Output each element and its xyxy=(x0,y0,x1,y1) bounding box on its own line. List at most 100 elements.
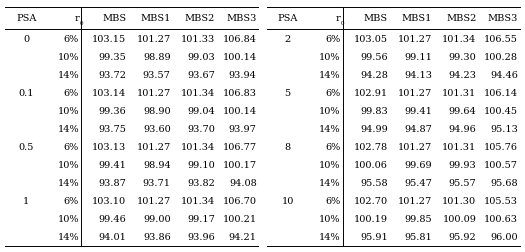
Text: 99.83: 99.83 xyxy=(360,107,388,116)
Text: 6%: 6% xyxy=(64,89,79,98)
Text: 99.69: 99.69 xyxy=(405,161,432,170)
Text: 10%: 10% xyxy=(319,214,341,223)
Text: 14%: 14% xyxy=(319,232,341,241)
Text: 106.70: 106.70 xyxy=(223,197,257,205)
Text: 101.30: 101.30 xyxy=(442,197,476,205)
Text: 93.82: 93.82 xyxy=(187,179,215,187)
Text: 100.19: 100.19 xyxy=(354,214,388,223)
Text: 106.83: 106.83 xyxy=(223,89,257,98)
Text: 106.77: 106.77 xyxy=(223,143,257,152)
Text: 95.57: 95.57 xyxy=(449,179,476,187)
Text: 101.27: 101.27 xyxy=(136,143,171,152)
Text: 93.86: 93.86 xyxy=(143,232,171,241)
Text: 99.56: 99.56 xyxy=(360,53,388,62)
Text: 99.03: 99.03 xyxy=(187,53,215,62)
Text: 100.45: 100.45 xyxy=(484,107,518,116)
Text: 95.13: 95.13 xyxy=(490,125,518,134)
Text: 102.91: 102.91 xyxy=(354,89,388,98)
Text: 10%: 10% xyxy=(58,107,79,116)
Text: 94.28: 94.28 xyxy=(360,71,388,80)
Text: 1: 1 xyxy=(23,197,29,205)
Text: 101.33: 101.33 xyxy=(181,35,215,44)
Text: 10%: 10% xyxy=(58,161,79,170)
Text: PSA: PSA xyxy=(16,14,36,23)
Text: 100.09: 100.09 xyxy=(443,214,476,223)
Text: 101.27: 101.27 xyxy=(398,143,432,152)
Text: 100.17: 100.17 xyxy=(223,161,257,170)
Text: 10%: 10% xyxy=(319,107,341,116)
Text: 101.27: 101.27 xyxy=(136,89,171,98)
Text: 14%: 14% xyxy=(57,71,79,80)
Text: 6%: 6% xyxy=(326,35,341,44)
Text: 10%: 10% xyxy=(319,53,341,62)
Text: MBS: MBS xyxy=(364,14,388,23)
Text: 93.60: 93.60 xyxy=(143,125,171,134)
Text: 6%: 6% xyxy=(64,143,79,152)
Text: 0.1: 0.1 xyxy=(18,89,34,98)
Text: 10%: 10% xyxy=(58,53,79,62)
Text: 103.05: 103.05 xyxy=(354,35,388,44)
Text: 93.75: 93.75 xyxy=(99,125,127,134)
Text: 99.35: 99.35 xyxy=(99,53,127,62)
Text: 94.01: 94.01 xyxy=(99,232,127,241)
Text: 101.27: 101.27 xyxy=(136,35,171,44)
Text: 93.70: 93.70 xyxy=(187,125,215,134)
Text: 95.92: 95.92 xyxy=(449,232,476,241)
Text: 6%: 6% xyxy=(64,197,79,205)
Text: 6%: 6% xyxy=(326,89,341,98)
Text: 99.11: 99.11 xyxy=(404,53,432,62)
Text: 14%: 14% xyxy=(319,71,341,80)
Text: 99.41: 99.41 xyxy=(404,107,432,116)
Text: MBS: MBS xyxy=(102,14,127,23)
Text: 94.23: 94.23 xyxy=(448,71,476,80)
Text: 95.58: 95.58 xyxy=(360,179,388,187)
Text: 93.87: 93.87 xyxy=(99,179,127,187)
Text: 99.64: 99.64 xyxy=(449,107,476,116)
Text: 101.34: 101.34 xyxy=(181,89,215,98)
Text: 95.81: 95.81 xyxy=(404,232,432,241)
Text: 93.72: 93.72 xyxy=(98,71,127,80)
Text: ₀: ₀ xyxy=(79,19,83,26)
Text: 94.13: 94.13 xyxy=(404,71,432,80)
Text: 103.10: 103.10 xyxy=(92,197,127,205)
Text: 100.06: 100.06 xyxy=(354,161,388,170)
Text: 99.93: 99.93 xyxy=(449,161,476,170)
Text: PSA: PSA xyxy=(277,14,298,23)
Text: MBS3: MBS3 xyxy=(488,14,518,23)
Text: 100.28: 100.28 xyxy=(484,53,518,62)
Text: 101.27: 101.27 xyxy=(398,197,432,205)
Text: 100.57: 100.57 xyxy=(484,161,518,170)
Text: 95.91: 95.91 xyxy=(360,232,388,241)
Text: 101.34: 101.34 xyxy=(442,35,476,44)
Text: 5: 5 xyxy=(285,89,291,98)
Text: 101.31: 101.31 xyxy=(442,143,476,152)
Text: 93.97: 93.97 xyxy=(229,125,257,134)
Text: MBS2: MBS2 xyxy=(446,14,476,23)
Text: 93.96: 93.96 xyxy=(187,232,215,241)
Text: 14%: 14% xyxy=(57,125,79,134)
Text: 6%: 6% xyxy=(64,35,79,44)
Text: MBS1: MBS1 xyxy=(140,14,171,23)
Text: 14%: 14% xyxy=(319,179,341,187)
Text: 6%: 6% xyxy=(326,143,341,152)
Text: 98.94: 98.94 xyxy=(143,161,171,170)
Text: 100.21: 100.21 xyxy=(223,214,257,223)
Text: 14%: 14% xyxy=(57,179,79,187)
Text: 105.76: 105.76 xyxy=(484,143,518,152)
Text: 8: 8 xyxy=(285,143,291,152)
Text: 103.13: 103.13 xyxy=(92,143,127,152)
Text: 99.85: 99.85 xyxy=(405,214,432,223)
Text: 105.53: 105.53 xyxy=(484,197,518,205)
Text: 101.34: 101.34 xyxy=(181,197,215,205)
Text: 93.94: 93.94 xyxy=(229,71,257,80)
Text: 100.63: 100.63 xyxy=(484,214,518,223)
Text: 101.34: 101.34 xyxy=(181,143,215,152)
Text: 106.84: 106.84 xyxy=(223,35,257,44)
Text: 99.10: 99.10 xyxy=(187,161,215,170)
Text: 0.5: 0.5 xyxy=(18,143,34,152)
Text: MBS3: MBS3 xyxy=(226,14,257,23)
Text: 106.55: 106.55 xyxy=(484,35,518,44)
Text: ₀: ₀ xyxy=(341,19,344,26)
Text: 99.36: 99.36 xyxy=(99,107,127,116)
Text: MBS2: MBS2 xyxy=(185,14,215,23)
